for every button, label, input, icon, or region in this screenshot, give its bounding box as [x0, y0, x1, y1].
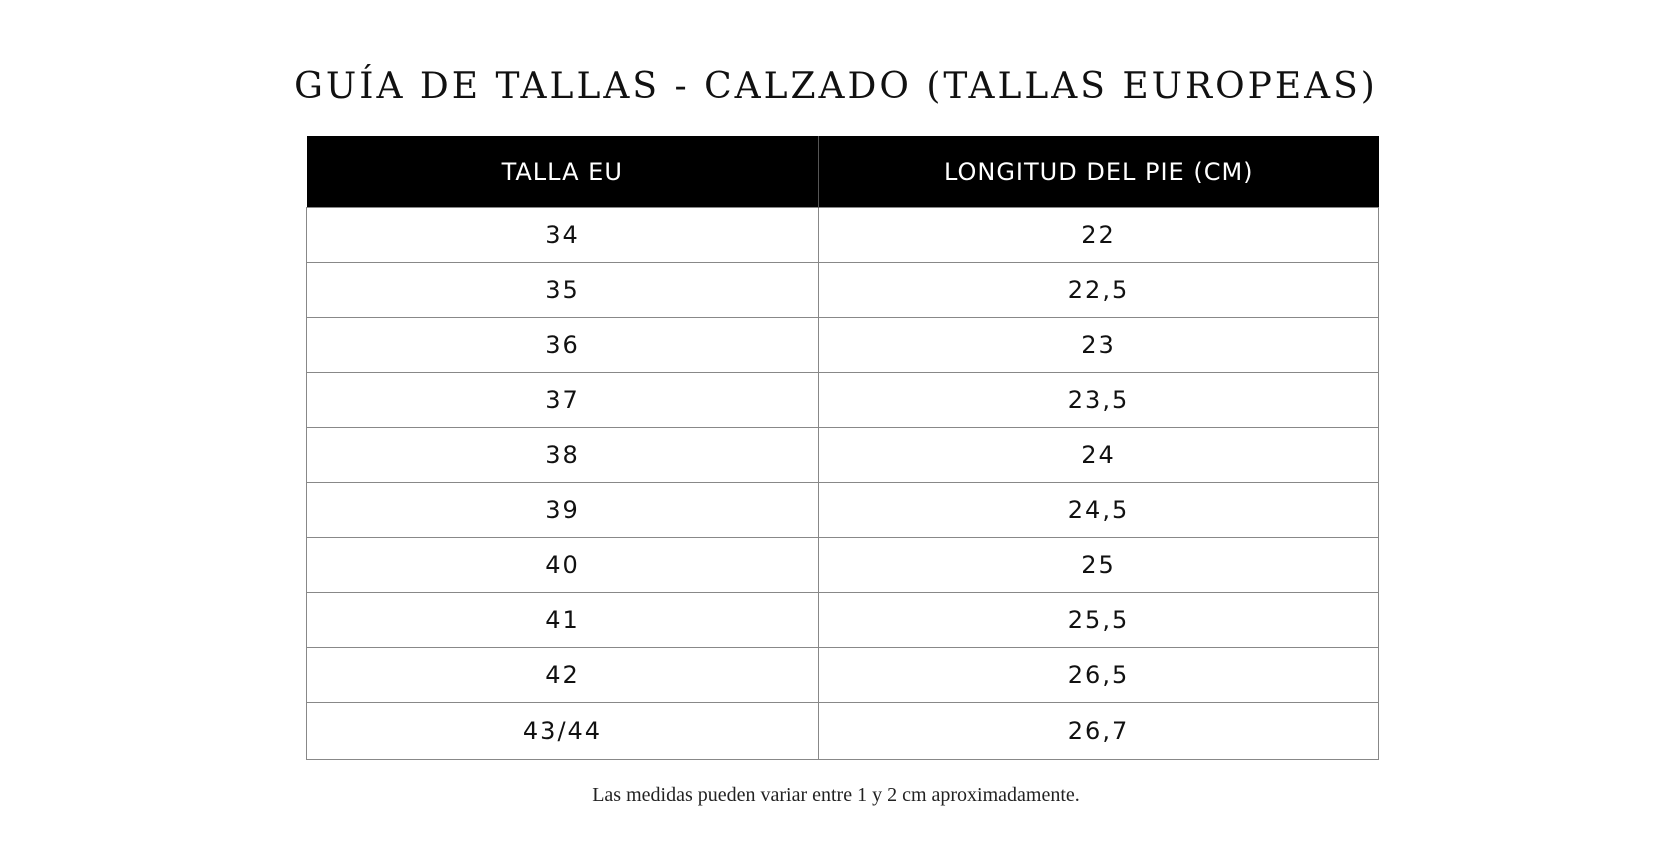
foot-length-cell: 22,5 — [818, 262, 1379, 318]
size-cell: 38 — [306, 427, 819, 483]
foot-length-cell: 23 — [818, 317, 1379, 373]
foot-length-cell: 23,5 — [818, 372, 1379, 428]
table-row: 43/44 26,7 — [306, 702, 1379, 760]
table-row: 37 23,5 — [306, 372, 1379, 428]
table-row: 42 26,5 — [306, 647, 1379, 703]
table-row: 39 24,5 — [306, 482, 1379, 538]
size-cell: 40 — [306, 537, 819, 593]
size-cell: 43/44 — [306, 702, 819, 760]
foot-length-cell: 24 — [818, 427, 1379, 483]
footnote: Las medidas pueden variar entre 1 y 2 cm… — [592, 784, 1080, 806]
column-header-foot-length: LONGITUD DEL PIE (CM) — [818, 136, 1379, 208]
size-cell: 42 — [306, 647, 819, 703]
table-header-row: TALLA EU LONGITUD DEL PIE (CM) — [306, 136, 1379, 208]
table-row: 40 25 — [306, 537, 1379, 593]
foot-length-cell: 22 — [818, 207, 1379, 263]
foot-length-cell: 26,5 — [818, 647, 1379, 703]
size-cell: 36 — [306, 317, 819, 373]
size-cell: 37 — [306, 372, 819, 428]
column-header-size: TALLA EU — [306, 136, 819, 208]
size-cell: 39 — [306, 482, 819, 538]
size-cell: 35 — [306, 262, 819, 318]
table-row: 35 22,5 — [306, 262, 1379, 318]
foot-length-cell: 24,5 — [818, 482, 1379, 538]
table-row: 36 23 — [306, 317, 1379, 373]
foot-length-cell: 26,7 — [818, 702, 1379, 760]
table-row: 34 22 — [306, 207, 1379, 263]
size-chart-table: TALLA EU LONGITUD DEL PIE (CM) 34 22 35 … — [306, 136, 1379, 760]
size-cell: 34 — [306, 207, 819, 263]
foot-length-cell: 25,5 — [818, 592, 1379, 648]
foot-length-cell: 25 — [818, 537, 1379, 593]
table-row: 41 25,5 — [306, 592, 1379, 648]
page-title: GUÍA DE TALLAS - CALZADO (TALLAS EUROPEA… — [294, 66, 1378, 107]
table-row: 38 24 — [306, 427, 1379, 483]
size-cell: 41 — [306, 592, 819, 648]
